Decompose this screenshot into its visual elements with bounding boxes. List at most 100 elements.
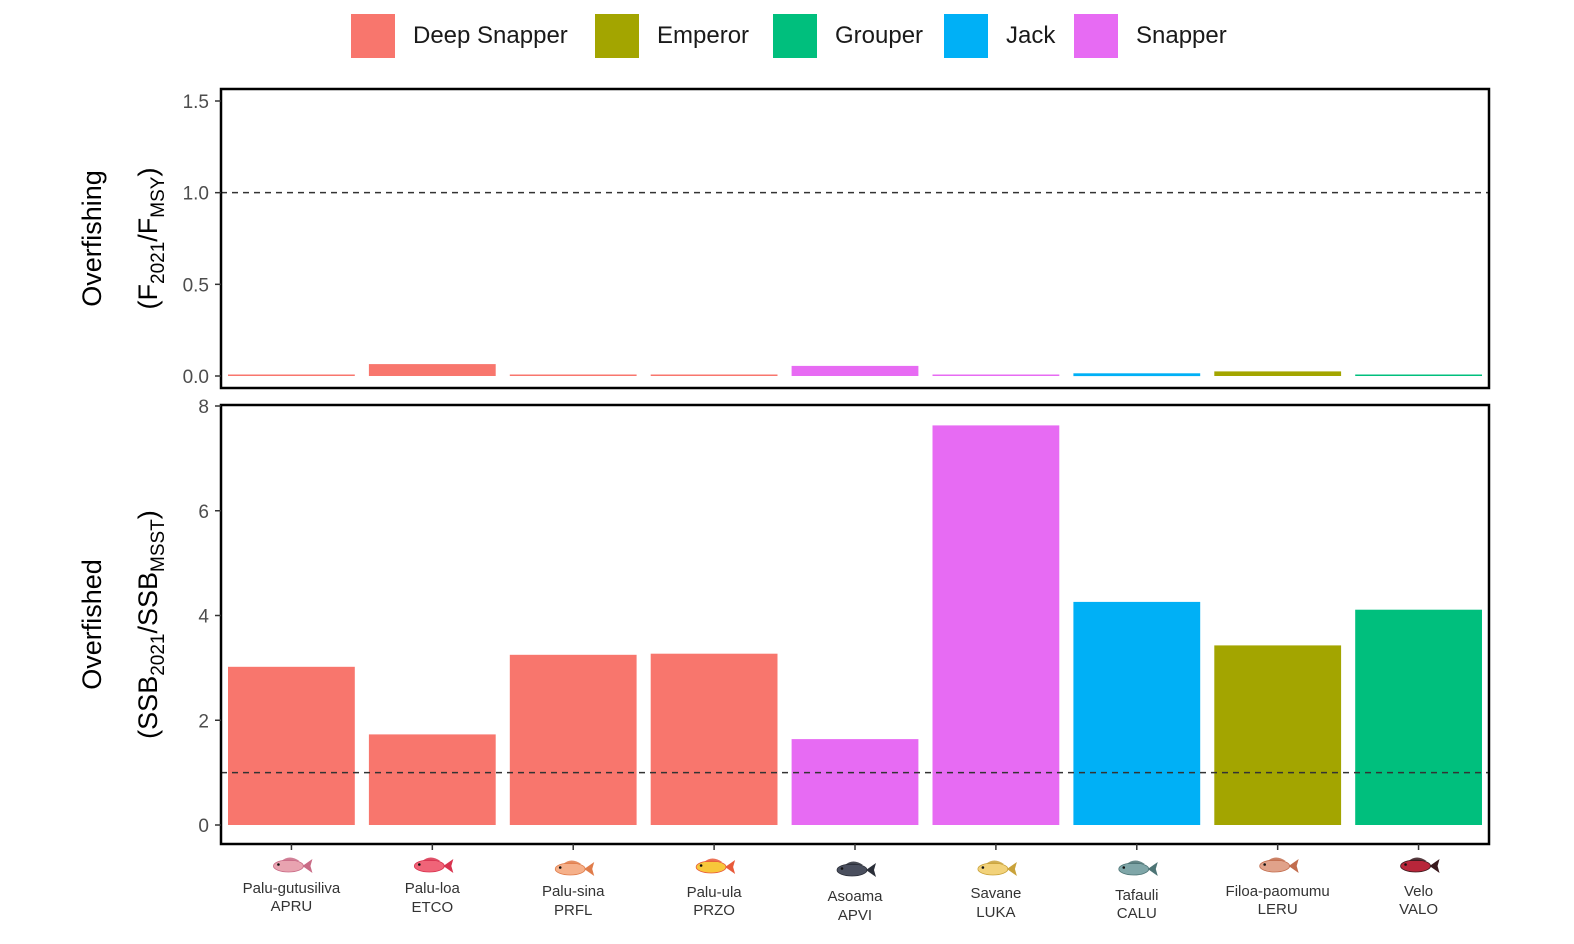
legend-swatch [595, 14, 639, 58]
fish-body [1259, 859, 1291, 873]
legend-label: Snapper [1136, 22, 1227, 49]
category-name-label: Asoama [827, 888, 883, 905]
fish-body [413, 859, 445, 873]
ylabel-subscript: 2021 [148, 242, 169, 284]
fish-tail [1147, 862, 1158, 876]
fish-fin [281, 857, 300, 861]
legend-label: Deep Snapper [413, 22, 568, 49]
overfishing-panel-border [219, 87, 1491, 390]
y-axis-titles: Overfishing (F2021/FMSY)Overfished(SSB202… [77, 168, 169, 739]
overfished-panel: 0 2 4 6 8 [198, 397, 1491, 846]
overfishing-ylabel-line1: Overfishing [77, 170, 107, 307]
fish-body [977, 862, 1009, 876]
category-code-label: VALO [1399, 901, 1438, 918]
ylabel-subscript: MSST [148, 519, 169, 572]
category-name-label: Palu-gutusiliva [243, 880, 341, 897]
overfished-bar-valo [1355, 609, 1482, 825]
overfished-bar-prfl [509, 654, 637, 825]
overfished-ytick-label: 6 [198, 502, 209, 523]
legend-swatch [944, 14, 988, 58]
fish-tail [302, 859, 313, 873]
ylabel-subscript: MSY [148, 176, 169, 218]
legend-label: Grouper [835, 22, 924, 49]
category-name-label: Palu-ula [687, 884, 743, 901]
yellow-snapper-fish-icon [695, 858, 736, 874]
dark-jobfish-icon [836, 861, 876, 877]
overfishing-panel: 0.0 0.5 1.0 1.5 [183, 87, 1491, 390]
overfished-bar-leru [1214, 645, 1342, 825]
category-code-label: ETCO [411, 899, 453, 916]
fish-eye [981, 866, 985, 869]
emperor-fish-icon [1259, 857, 1299, 873]
overfishing-ytick-label: 1.0 [183, 184, 209, 205]
category-name-label: Tafauli [1115, 887, 1158, 904]
overfished-bar-calu [1073, 601, 1201, 825]
overfished-bar-luka [932, 425, 1060, 825]
legend-item-grouper: Grouper [773, 14, 923, 58]
overfished-bar-etco [368, 734, 496, 825]
orange-snapper-fish-icon [554, 860, 595, 876]
fish-fin [845, 861, 863, 865]
overfished-bar-apvi [791, 739, 919, 825]
fish-fin [985, 860, 1004, 864]
red-grouper-fish-icon [1400, 857, 1440, 873]
category-code-label: CALU [1117, 905, 1157, 922]
fish-tail [866, 863, 876, 877]
overfishing-bar-apvi [791, 365, 919, 376]
legend-swatch [773, 14, 817, 58]
fish-eye [1404, 863, 1407, 866]
ylabel-text: /F [133, 218, 163, 242]
overfished-ytick-label: 4 [198, 607, 209, 628]
fish-body [1118, 862, 1150, 876]
fish-tail [443, 859, 454, 873]
category-name-label: Palu-sina [542, 883, 605, 900]
fish-eye [558, 866, 562, 869]
fish-body [554, 862, 586, 876]
yellow-striped-snapper-icon [977, 860, 1017, 876]
overfishing-ytick-label: 0.0 [183, 367, 209, 388]
fish-fin [563, 860, 582, 864]
fish-body [695, 860, 727, 874]
category-code-label: APVI [838, 907, 872, 924]
legend-item-snapper: Snapper [1074, 14, 1227, 58]
fish-fin [422, 857, 441, 861]
legend-item-deep-snapper: Deep Snapper [351, 14, 568, 58]
fish-eye [1122, 866, 1126, 869]
legend-item-jack: Jack [944, 14, 1055, 58]
fish-tail [725, 860, 736, 874]
fish-tail [1288, 859, 1299, 873]
overfishing-bar-luka [932, 374, 1060, 376]
fish-eye [418, 863, 421, 866]
overfishing-bar-leru [1214, 371, 1342, 376]
pink-snapper-fish-icon [273, 857, 313, 873]
fish-tail [584, 862, 595, 876]
overfished-bar-apru [228, 666, 355, 825]
legend-label: Emperor [657, 22, 750, 49]
overfishing-ytick-label: 1.5 [183, 92, 209, 113]
ylabel-text: (SSB [133, 676, 163, 739]
category-code-label: PRZO [693, 902, 735, 919]
fish-eye [840, 867, 844, 870]
category-name-label: Savane [970, 885, 1021, 902]
category-code-label: APRU [271, 898, 313, 915]
ylabel-subscript: 2021 [148, 634, 169, 676]
jack-fish-icon [1118, 860, 1158, 876]
legend-label: Jack [1006, 22, 1056, 49]
overfished-bar-przo [650, 653, 778, 825]
fish-eye [699, 864, 703, 867]
category-name-label: Velo [1404, 883, 1433, 900]
overfished-ytick-label: 8 [198, 397, 209, 418]
fish-fin [1267, 857, 1286, 861]
overfished-ylabel-line2: (SSB2021/SSBMSST) [133, 510, 169, 739]
category-code-label: PRFL [554, 902, 592, 919]
overfishing-bar-calu [1073, 373, 1201, 377]
fish-fin [704, 858, 723, 862]
ylabel-text: /SSB [133, 572, 163, 634]
legend-item-emperor: Emperor [595, 14, 749, 58]
overfishing-bar-valo [1355, 374, 1482, 376]
fish-tail [1006, 862, 1017, 876]
overfishing-ytick-label: 0.5 [183, 275, 209, 296]
legend: Deep Snapper Emperor Grouper Jack Snapper [0, 0, 1574, 80]
category-code-label: LUKA [976, 904, 1015, 921]
